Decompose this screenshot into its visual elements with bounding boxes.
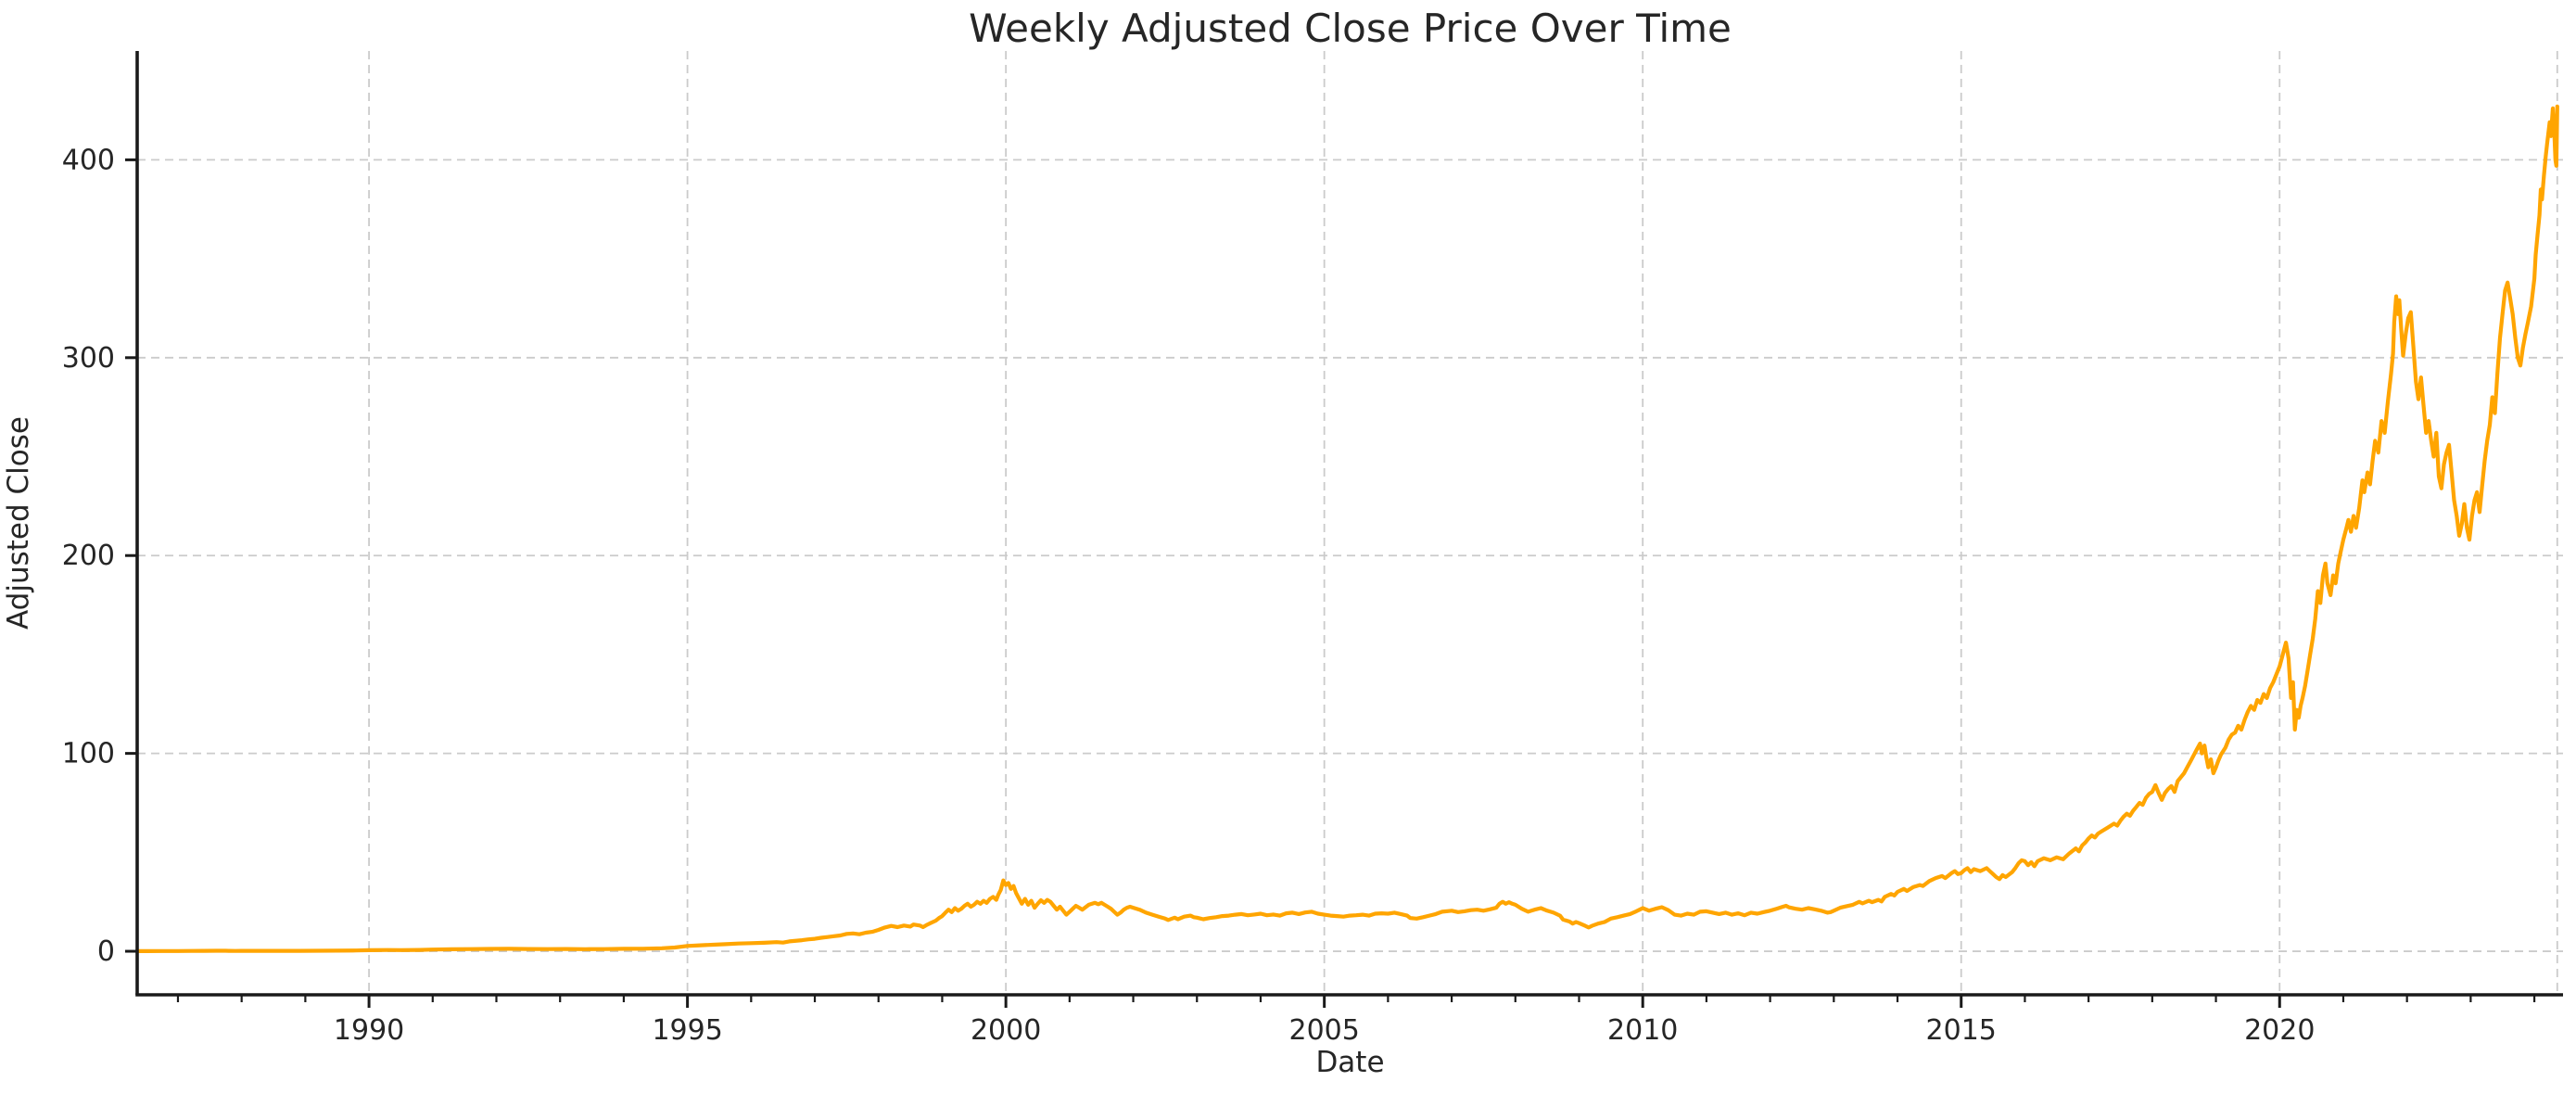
axes-spines xyxy=(135,51,2563,997)
x-tick-label: 1995 xyxy=(652,1014,722,1047)
x-tick-label: 2020 xyxy=(2244,1014,2315,1047)
x-tick-label: 1990 xyxy=(334,1014,404,1047)
price-line xyxy=(137,104,2559,953)
x-tick-label: 2005 xyxy=(1288,1014,1359,1047)
y-tick-label: 200 xyxy=(62,540,115,572)
x-axis-label: Date xyxy=(1315,1046,1385,1079)
x-tick-label: 2000 xyxy=(971,1014,1041,1047)
y-tick-label: 400 xyxy=(62,144,115,176)
y-tick-label: 300 xyxy=(62,342,115,375)
gridlines xyxy=(137,51,2563,995)
chart-title: Weekly Adjusted Close Price Over Time xyxy=(969,6,1732,51)
y-tick-label: 100 xyxy=(62,738,115,770)
y-tick-labels: 0 100 200 300 400 xyxy=(62,144,115,968)
x-tick-labels: 1990 1995 2000 2005 2010 2015 2020 xyxy=(334,1014,2316,1047)
x-tick-label: 2015 xyxy=(1926,1014,1997,1047)
y-tick-label: 0 xyxy=(97,935,115,968)
x-tick-label: 2010 xyxy=(1607,1014,1678,1047)
series-adjusted-close xyxy=(137,104,2559,953)
tick-marks xyxy=(125,158,2536,1008)
